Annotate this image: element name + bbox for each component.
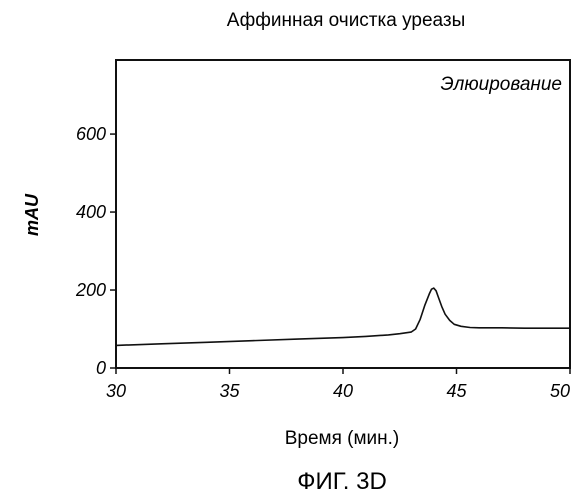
x-tick-label: 50 (550, 381, 570, 401)
x-tick-label: 35 (219, 381, 240, 401)
x-axis: 30 35 40 45 50 (106, 368, 571, 401)
y-tick-label: 600 (76, 124, 106, 144)
chart-title: Аффинная очистка уреазы (227, 10, 465, 31)
x-tick-label: 45 (446, 381, 467, 401)
y-tick-label: 0 (96, 358, 106, 378)
figure-caption: ФИГ. 3D (297, 468, 387, 495)
y-tick-label: 200 (75, 280, 106, 300)
y-axis: 0 200 400 600 (75, 124, 116, 378)
elution-annotation: Элюирование (440, 74, 562, 95)
y-axis-label: mAU (22, 193, 42, 236)
x-tick-label: 30 (106, 381, 126, 401)
x-tick-label: 40 (333, 381, 353, 401)
series-line (115, 287, 570, 347)
x-axis-label: Время (мин.) (285, 428, 400, 449)
y-tick-label: 400 (76, 202, 106, 222)
plot-area (115, 59, 571, 369)
